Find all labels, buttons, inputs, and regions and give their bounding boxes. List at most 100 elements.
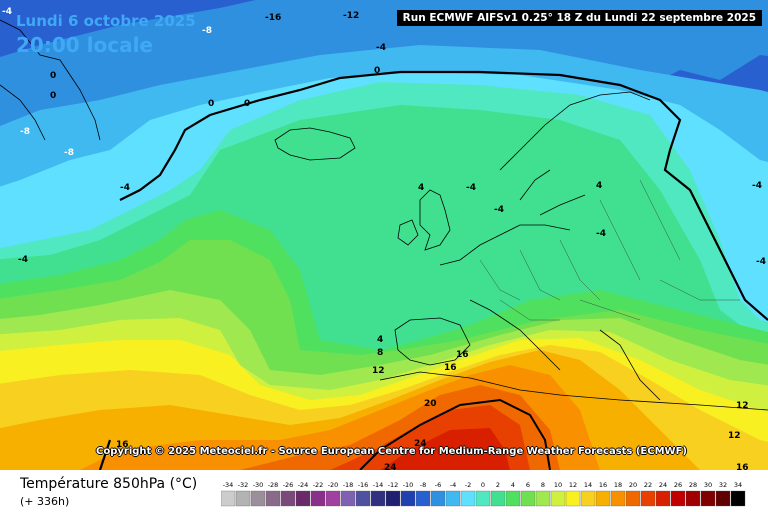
scale-swatch [430,490,446,507]
contour-label: 12 [372,366,385,376]
scale-label: 22 [644,481,652,489]
temperature-color-scale: -34 -32 -30 -28 -26 -24 -22 -20 -18 -16 -14 -12 -10-… [221,481,746,507]
scale-swatch [385,490,401,507]
contour-label: 20 [424,399,437,409]
scale-swatch [565,490,581,507]
scale-label: -2 [465,481,471,489]
iceland-coast [274,127,356,161]
contour-label: 16 [736,463,749,470]
band-24 [380,428,510,470]
scale-swatch [730,490,746,507]
scale-swatch [265,490,281,507]
scale-swatch [235,490,251,507]
scale-swatch [460,490,476,507]
scale-label: -10 [403,481,414,489]
contour-label: -12 [343,11,359,21]
contour-label: 16 [456,350,469,360]
contour-label: -4 [376,43,386,53]
scale-swatch [310,490,326,507]
contour-label: -4 [752,181,762,191]
contour-label: -4 [466,183,476,193]
contour-label: 12 [736,401,749,411]
scale-label: 24 [659,481,667,489]
scale-label: 28 [689,481,697,489]
scale-label: 16 [599,481,607,489]
forecast-date: Lundi 6 octobre 2025 [16,12,196,30]
scale-swatch [355,490,371,507]
lead-time: (+ 336h) [20,495,70,508]
twentyfour-isotherm [359,398,551,470]
scale-swatch [610,490,626,507]
contour-label: 16 [444,363,457,373]
contour-label: 4 [418,183,424,193]
contour-label: -4 [494,205,504,215]
scale-label: 32 [719,481,727,489]
greenland-coast [0,19,101,141]
scale-swatch [221,490,236,507]
contour-label: -8 [64,148,74,158]
temperature-map: -16 -12 -8 -4 0 -4 0 0 0 0 -8 -4 -8 -4 4… [0,0,768,470]
contour-label: -4 [120,183,130,193]
scale-label: -24 [298,481,309,489]
scale-label: 34 [734,481,742,489]
scale-swatch [640,490,656,507]
scale-label: 26 [674,481,682,489]
scale-label: -34 [223,481,234,489]
contour-labels: -16 -12 -8 -4 0 -4 0 0 0 0 -8 -4 -8 -4 4… [2,7,766,470]
scale-swatch [250,490,266,507]
scale-label: -32 [238,481,249,489]
scale-label: 2 [496,481,500,489]
scale-label: 6 [526,481,530,489]
scale-swatch [685,490,701,507]
scale-swatch [550,490,566,507]
scale-swatch [475,490,491,507]
scale-label: -6 [435,481,441,489]
scale-swatch [415,490,431,507]
scandinavia-coast [499,91,651,216]
parameter-title: Température 850hPa (°C) [20,476,198,492]
contour-label: -8 [202,26,212,36]
contour-label: -4 [596,229,606,239]
scale-swatch [280,490,296,507]
scale-label: 0 [481,481,485,489]
scale-swatch [700,490,716,507]
scale-label: -28 [268,481,279,489]
scale-swatch [295,490,311,507]
contour-label: 0 [50,71,56,81]
scale-label: 18 [614,481,622,489]
forecast-time: 20:00 locale [16,33,153,57]
contour-label: 12 [728,431,741,441]
scale-swatch [520,490,536,507]
scale-label: 10 [554,481,562,489]
scale-label: -4 [450,481,456,489]
scale-swatch [595,490,611,507]
scale-label: -30 [253,481,264,489]
scale-swatch [715,490,731,507]
contour-label: 0 [244,99,250,109]
scale-label: -20 [328,481,339,489]
contour-label: 24 [414,439,427,449]
contour-label: 0 [50,91,56,101]
model-run-banner: Run ECMWF AIFSv1 0.25° 18 Z du Lundi 22 … [396,10,762,26]
scale-label: -18 [343,481,354,489]
scale-swatch [325,490,341,507]
border-lines [479,179,740,321]
contour-label: 8 [377,348,383,358]
scale-label: 30 [704,481,712,489]
scale-label: -12 [388,481,399,489]
contour-label: 24 [384,463,397,470]
scale-swatch [340,490,356,507]
scale-swatch [625,490,641,507]
scale-label: -26 [283,481,294,489]
contour-label: -4 [756,257,766,267]
copyright-notice: Copyright © 2025 Meteociel.fr - Source E… [96,446,687,457]
contour-label: -8 [20,127,30,137]
scale-label: 8 [541,481,545,489]
scale-label: -14 [373,481,384,489]
coastlines [0,19,768,411]
scale-swatch [535,490,551,507]
scale-swatch [490,490,506,507]
scale-label: -8 [420,481,426,489]
contour-label: -4 [2,7,12,17]
